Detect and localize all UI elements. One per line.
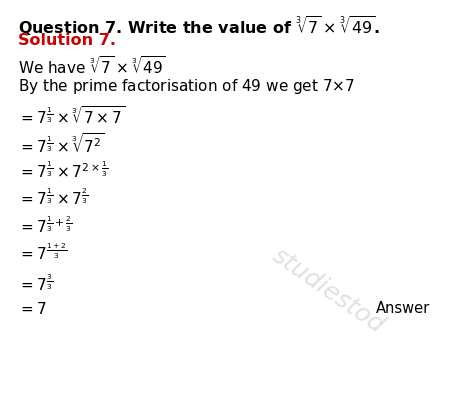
Text: $= 7^{\frac{1}{3}} \times 7^{2 \times \frac{1}{3}}$: $= 7^{\frac{1}{3}} \times 7^{2 \times \f… (18, 160, 108, 181)
Text: Answer: Answer (375, 301, 430, 316)
Text: $= 7^{\frac{1}{3}} \times \sqrt[3]{7^2}$: $= 7^{\frac{1}{3}} \times \sqrt[3]{7^2}$ (18, 133, 105, 156)
Text: studiestod: studiestod (268, 244, 389, 338)
Text: By the prime factorisation of 49 we get $7{\times}7$: By the prime factorisation of 49 we get … (18, 77, 355, 96)
Text: We have $\sqrt[3]{7} \times \sqrt[3]{49}$: We have $\sqrt[3]{7} \times \sqrt[3]{49}… (18, 55, 166, 76)
Text: Solution 7.: Solution 7. (18, 33, 116, 48)
Text: $= 7^{\frac{1}{3}} \times \sqrt[3]{7 \times 7}$: $= 7^{\frac{1}{3}} \times \sqrt[3]{7 \ti… (18, 105, 125, 127)
Text: $= 7^{\frac{1}{3}+\frac{2}{3}}$: $= 7^{\frac{1}{3}+\frac{2}{3}}$ (18, 215, 72, 236)
Text: $= 7^{\frac{1+2}{3}}$: $= 7^{\frac{1+2}{3}}$ (18, 242, 67, 263)
Text: $= 7$: $= 7$ (18, 301, 47, 317)
Text: $= 7^{\frac{3}{3}}$: $= 7^{\frac{3}{3}}$ (18, 273, 54, 294)
Text: Question 7. Write the value of $\sqrt[3]{7} \times \sqrt[3]{49}$.: Question 7. Write the value of $\sqrt[3]… (18, 14, 380, 38)
Text: $= 7^{\frac{1}{3}} \times 7^{\frac{2}{3}}$: $= 7^{\frac{1}{3}} \times 7^{\frac{2}{3}… (18, 187, 89, 208)
